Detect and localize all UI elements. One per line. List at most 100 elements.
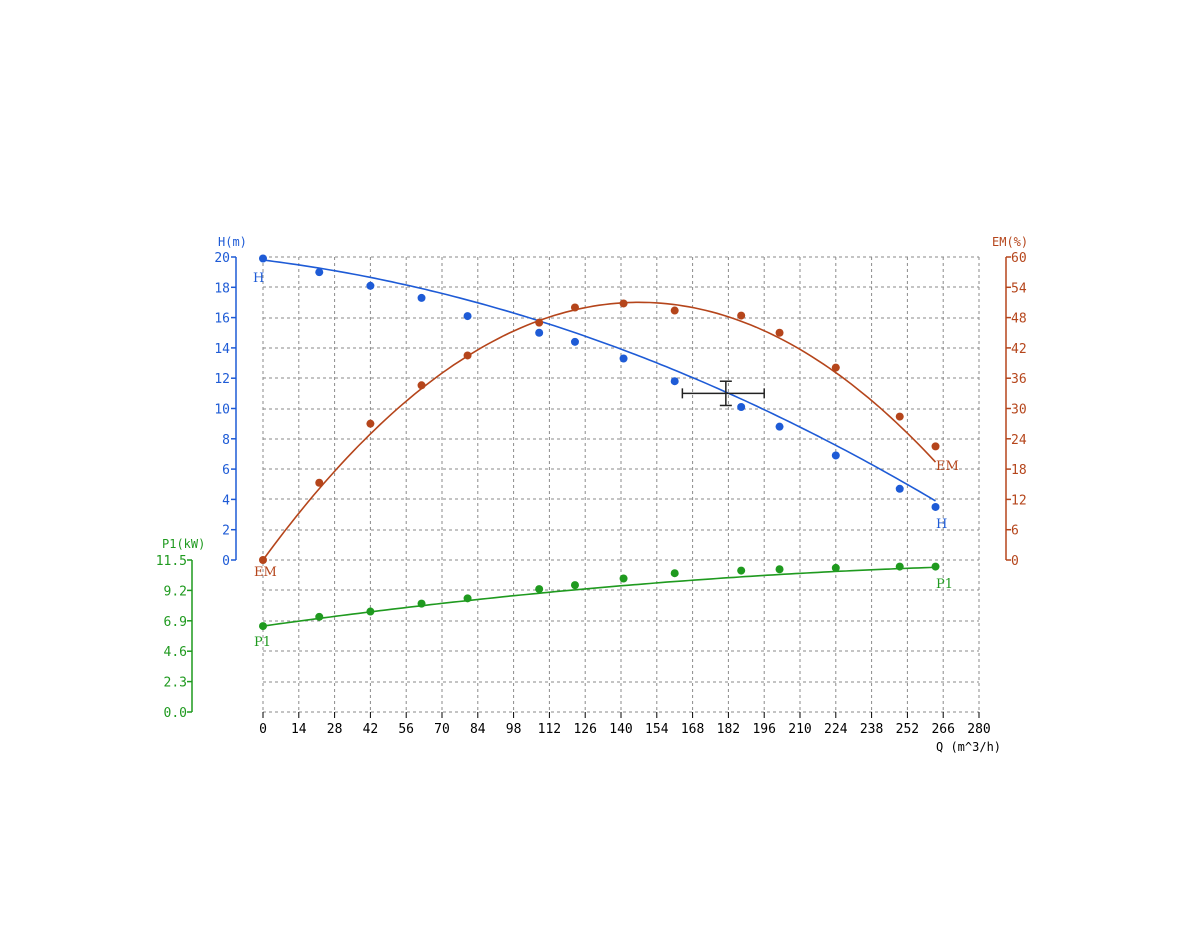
data-point-p1 (895, 562, 904, 571)
x-tick-label: 182 (717, 722, 740, 737)
series-em: EM EM (254, 299, 959, 580)
x-tick-label: 252 (896, 722, 919, 737)
data-point-em (259, 556, 267, 564)
data-point-h (670, 377, 679, 386)
y-tick-label: 0 (222, 554, 230, 569)
data-point-p1 (463, 594, 472, 603)
y-tick-label: 18 (1011, 463, 1027, 478)
y-tick-label: 12 (214, 372, 230, 387)
data-point-em (775, 328, 784, 337)
x-tick-label: 98 (506, 722, 522, 737)
y-tick-label: 2 (222, 524, 230, 539)
x-tick-label: 112 (538, 722, 561, 737)
data-point-h (463, 312, 472, 321)
x-tick-label: 140 (609, 722, 632, 737)
x-axis-title: Q (m^3/h) (936, 740, 1001, 754)
data-point-em (417, 381, 426, 390)
y-tick-label: 36 (1011, 372, 1027, 387)
x-tick-label: 154 (645, 722, 669, 737)
data-point-h (315, 268, 324, 277)
x-tick-label: 14 (291, 722, 307, 737)
series-label-start: P1 (254, 635, 271, 650)
y-axis-title: H(m) (218, 235, 247, 249)
y-tick-label: 6 (222, 463, 230, 478)
data-point-em (315, 478, 324, 487)
series-label-end: H (936, 517, 947, 532)
x-tick-label: 210 (788, 722, 811, 737)
data-point-p1 (831, 563, 840, 572)
data-point-h (737, 402, 746, 411)
series-label-start: EM (254, 565, 277, 580)
data-point-p1 (417, 599, 426, 608)
data-point-h (895, 484, 904, 493)
y-tick-label: 2.3 (164, 676, 187, 691)
y-tick-label: 54 (1011, 281, 1027, 296)
x-tick-label: 28 (327, 722, 343, 737)
series-label-start: H (253, 271, 264, 286)
y-tick-label: 18 (214, 281, 230, 296)
y-tick-label: 48 (1011, 312, 1027, 327)
y-tick-label: 20 (214, 251, 230, 266)
series-label-end: P1 (936, 577, 953, 592)
series-label-end: EM (936, 459, 959, 474)
y-tick-label: 42 (1011, 342, 1027, 357)
y-tick-label: 30 (1011, 403, 1027, 418)
y-tick-label: 14 (214, 342, 230, 357)
data-point-em (463, 351, 472, 360)
axes: 0 14 28 42 56 70 84 98 112 126 140 154 168 182 196 210 2… (156, 235, 1028, 754)
y-tick-label: 9.2 (164, 584, 187, 599)
x-tick-label: 280 (967, 722, 990, 737)
data-point-p1 (259, 622, 267, 631)
x-tick-label: 84 (470, 722, 486, 737)
data-point-em (535, 318, 544, 327)
y-axis-title: EM(%) (992, 235, 1028, 249)
data-point-h (931, 502, 940, 511)
data-point-em (619, 299, 628, 308)
y-tick-label: 4.6 (164, 645, 187, 660)
data-point-em (931, 442, 940, 451)
y-tick-label: 24 (1011, 433, 1027, 448)
data-point-em (895, 412, 904, 421)
series-line-p1 (262, 566, 936, 627)
series-h: HH (253, 254, 947, 532)
data-point-em (670, 306, 679, 315)
data-point-p1 (315, 612, 324, 621)
y-axis-em: 0 6 12 18 24 30 36 42 48 54 60 EM(%) (992, 235, 1028, 569)
y-tick-label: 10 (214, 403, 230, 418)
data-point-p1 (619, 574, 628, 583)
y-axis-title: P1(kW) (162, 537, 205, 551)
x-tick-label: 56 (398, 722, 414, 737)
y-tick-label: 0.0 (164, 706, 187, 721)
x-tick-label: 42 (363, 722, 379, 737)
data-point-h (619, 354, 628, 363)
y-axis-p1: 0.0 2.3 4.6 6.9 9.2 11.5 P1(kW) (156, 537, 206, 721)
y-tick-label: 60 (1011, 251, 1027, 266)
x-tick-label: 224 (824, 722, 848, 737)
y-tick-label: 6 (1011, 524, 1019, 539)
data-point-h (417, 293, 426, 302)
y-axis-h: 0 2 4 6 8 10 12 14 16 18 20 H(m) (214, 235, 247, 569)
data-point-p1 (737, 566, 746, 575)
series-line-h (262, 259, 936, 502)
grid (262, 256, 980, 713)
y-tick-label: 6.9 (164, 615, 187, 630)
series-p1: P1 P1 (254, 562, 953, 650)
data-point-em (366, 419, 375, 428)
x-tick-label: 266 (931, 722, 954, 737)
x-tick-label: 196 (752, 722, 775, 737)
data-point-p1 (931, 562, 940, 571)
data-point-p1 (570, 581, 579, 590)
x-tick-label: 238 (860, 722, 883, 737)
data-point-h (366, 281, 375, 290)
y-tick-label: 8 (222, 433, 230, 448)
series-line-em (262, 301, 937, 561)
data-point-h (775, 422, 784, 431)
data-point-em (831, 363, 840, 372)
data-point-p1 (366, 607, 375, 616)
data-point-p1 (775, 565, 784, 574)
x-tick-label: 168 (681, 722, 704, 737)
data-point-h (535, 328, 544, 337)
operating-point (681, 380, 765, 407)
